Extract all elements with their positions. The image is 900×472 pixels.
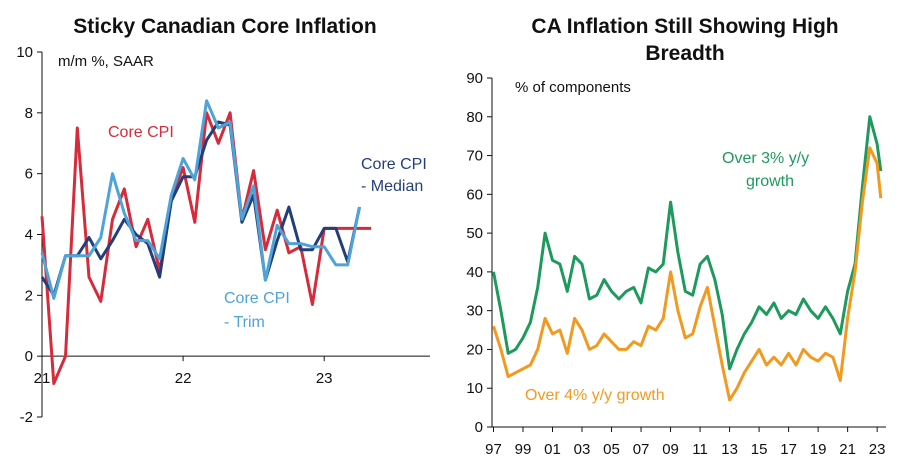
right-chart-title: CA Inflation Still Showing High Breadth [531,15,839,65]
y-tick-label: 40 [466,264,483,281]
x-tick-label: 21 [839,441,856,458]
left-chart-title: Sticky Canadian Core Inflation [73,15,377,38]
x-tick-label: 01 [544,441,561,458]
y-tick-label: 10 [16,44,33,61]
over3-label-line2: growth [746,173,794,190]
y-tick-label: 50 [466,225,483,242]
y-tick-label: 6 [25,166,33,183]
x-tick-label: 11 [692,441,708,458]
median-label-line2: - Median [361,178,423,195]
trim-label-line1: Core CPI [224,290,290,307]
right-chart-svg: 0 10 20 30 40 50 60 70 80 90 97 99 01 03 05 07 09 11 13 15 1… [466,70,886,458]
trim-label-line2: - Trim [224,314,265,331]
x-tick-label: 23 [869,441,886,458]
x-tick-label: 99 [515,441,532,458]
x-tick-label: 19 [810,441,827,458]
y-axis-unit-label: m/m %, SAAR [58,53,154,70]
series-line-2 [492,146,883,402]
y-tick-label: 70 [466,148,483,165]
over3-label-line1: Over 3% y/y [722,150,809,167]
x-tick-label: 21 [34,370,51,387]
series-line-3 [40,99,361,300]
right-chart-panel: CA Inflation Still Showing High Breadth … [450,0,900,472]
x-tick-label: 13 [721,441,738,458]
over4-label: Over 4% y/y growth [525,387,665,404]
x-tick-label: 03 [574,441,591,458]
x-tick-label: 15 [751,441,768,458]
x-tick-label: 09 [662,441,679,458]
x-tick-label: 05 [603,441,620,458]
x-tick-label: 22 [175,370,192,387]
core-cpi-label: Core CPI [108,124,174,141]
y-axis-unit-label: % of components [515,79,631,96]
x-tick-label: 07 [633,441,650,458]
y-tick-label: 60 [466,186,483,203]
y-tick-label: 10 [466,380,483,397]
y-tick-label: 20 [466,341,483,358]
series-line-1 [40,111,372,385]
left-chart-panel: Sticky Canadian Core Inflation -2 0 2 4 6 8 10… [16,15,430,426]
x-tick-label: 17 [780,441,797,458]
y-tick-label: 8 [25,105,33,122]
x-tick-label: 23 [316,370,333,387]
left-chart-svg: -2 0 2 4 6 8 10 21 22 23 m/m %, SAAR Core CPI Core C… [16,44,430,426]
y-tick-label: 2 [25,287,33,304]
series-line-1 [492,115,883,371]
y-tick-label: 0 [475,419,483,436]
y-tick-label: 4 [25,227,33,244]
y-tick-label: 0 [25,348,33,365]
x-tick-label: 97 [485,441,502,458]
y-tick-label: 90 [466,70,483,87]
y-tick-label: 30 [466,303,483,320]
y-tick-label: 80 [466,109,483,126]
median-label-line1: Core CPI [361,156,427,173]
y-tick-label: -2 [20,409,33,426]
